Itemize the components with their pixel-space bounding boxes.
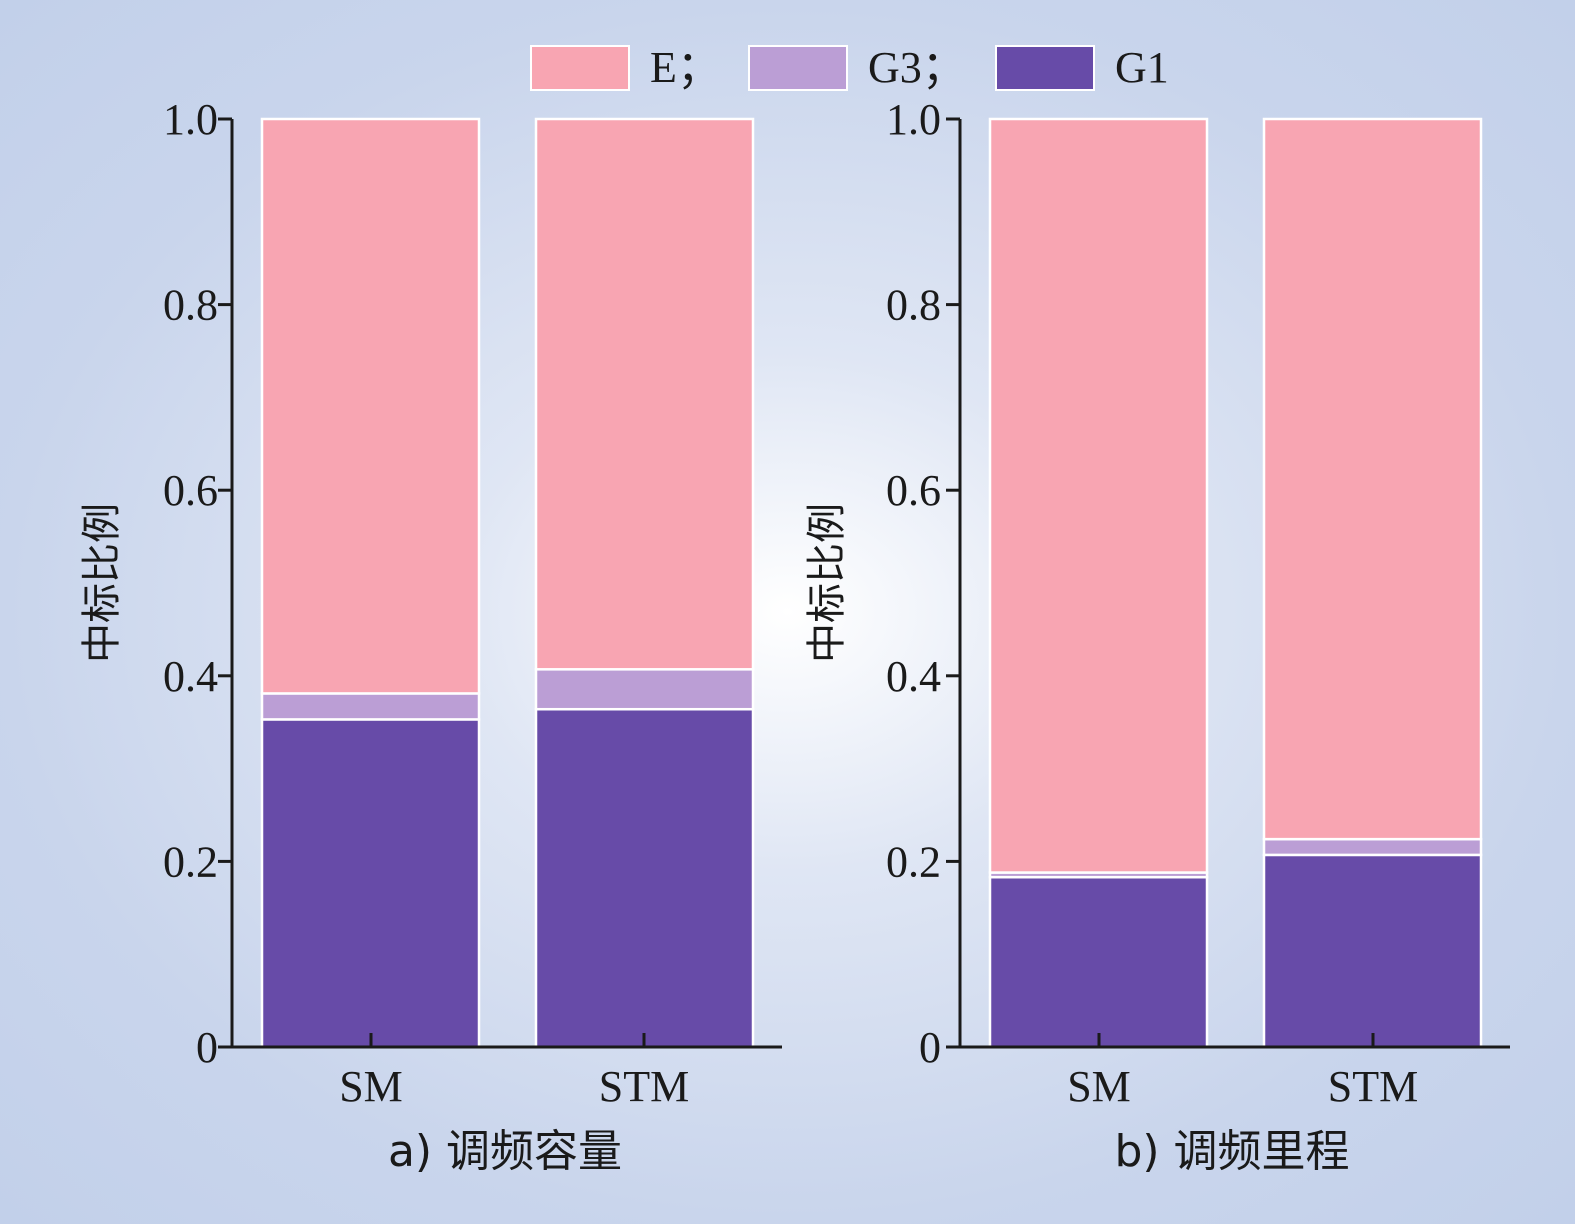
bar-a-sm-e [260, 117, 481, 695]
x-tick-label-sm: SM [1067, 1062, 1131, 1111]
bar-a-stm-g3 [534, 668, 755, 711]
legend: E； G3； G1 [530, 43, 1169, 92]
bar-a-sm-g3 [260, 692, 481, 721]
y-tick-label: 0.6 [886, 466, 941, 515]
bar-a-stm-g1 [534, 707, 755, 1049]
x-tick-label-stm: STM [1328, 1062, 1418, 1111]
x-tick-label-stm: STM [599, 1062, 689, 1111]
panel-a-frequency-capacity: 0 0.2 0.4 0.6 0.8 1.0 SM STM 中标比例 a) 调频容量 [79, 95, 782, 1177]
y-tick-label: 0.8 [886, 281, 941, 330]
bar-b-sm-g1 [988, 875, 1209, 1049]
y-tick-label: 0.4 [886, 652, 941, 701]
y-tick-label: 0.2 [886, 837, 941, 886]
legend-label-e: E； [650, 43, 721, 92]
bar-a-stm-e [534, 117, 755, 671]
legend-label-g3: G3； [868, 43, 966, 92]
panel-caption-b: b) 调频里程 [1114, 1126, 1349, 1177]
legend-swatch-g3 [748, 45, 848, 91]
y-tick-label: 0 [919, 1023, 941, 1072]
y-tick-label: 1.0 [886, 95, 941, 144]
y-tick-label: 0.2 [163, 837, 218, 886]
bar-a-sm-g1 [260, 718, 481, 1049]
legend-label-g1: G1 [1115, 43, 1169, 92]
panel-b-frequency-mileage: 0 0.2 0.4 0.6 0.8 1.0 SM STM 中标比例 b) 调频里程 [804, 95, 1510, 1177]
y-axis-title: 中标比例 [804, 503, 850, 663]
legend-swatch-e [530, 45, 630, 91]
y-tick-label: 0.4 [163, 652, 218, 701]
y-tick-label: 1.0 [163, 95, 218, 144]
x-tick-label-sm: SM [339, 1062, 403, 1111]
bar-b-stm-g3 [1262, 837, 1483, 857]
legend-swatch-g1 [995, 45, 1095, 91]
y-tick-label: 0.8 [163, 281, 218, 330]
y-tick-label: 0.6 [163, 466, 218, 515]
bar-b-sm-e [988, 117, 1209, 874]
bar-b-stm-e [1262, 117, 1483, 841]
panel-caption-a: a) 调频容量 [388, 1126, 622, 1177]
y-tick-label: 0 [196, 1023, 218, 1072]
y-axis-title: 中标比例 [79, 503, 125, 663]
bar-b-stm-g1 [1262, 853, 1483, 1049]
